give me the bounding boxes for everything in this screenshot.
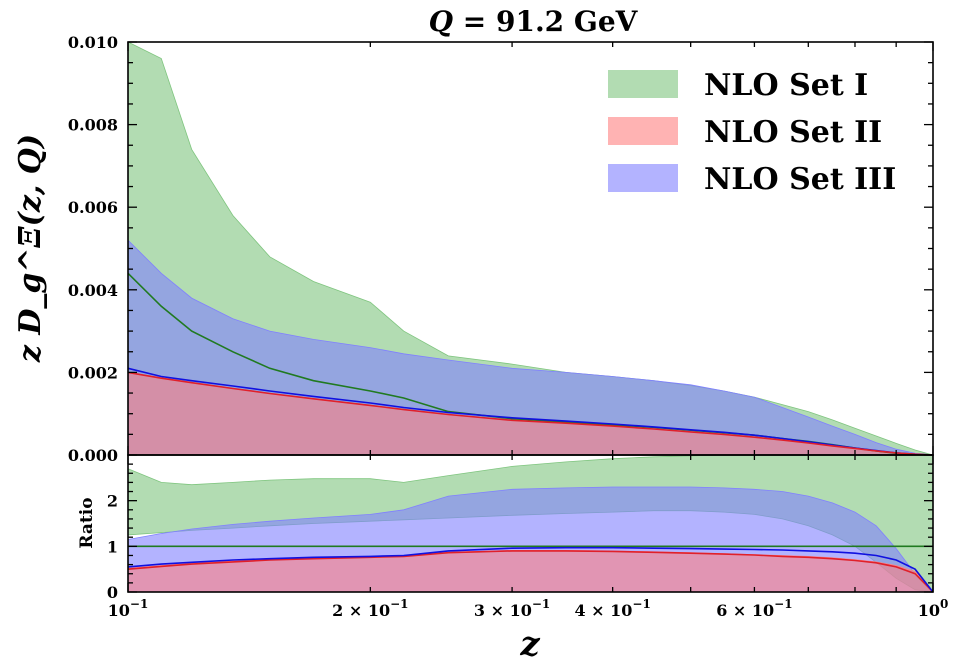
main-y-tick-label: 0.000 [68, 446, 118, 465]
ratio-central-line-set-3 [127, 546, 934, 593]
ratio-panel-central-lines [127, 545, 934, 593]
legend-swatch-set-3 [608, 164, 678, 192]
x-tick-label: 3 × 10−1 [474, 597, 550, 620]
main-y-tick-label: 0.004 [68, 281, 118, 300]
ratio-panel-frame [127, 454, 934, 593]
legend: NLO Set I NLO Set II NLO Set III [608, 68, 896, 197]
legend-label-set-3: NLO Set III [704, 162, 896, 197]
main-central-line-set-2 [127, 371, 934, 456]
x-tick-label: 10−1 [108, 597, 149, 620]
x-tick-label: 4 × 10−1 [574, 597, 650, 620]
x-axis-label: z [519, 624, 540, 664]
ratio-y-tick-label: 0 [107, 583, 118, 602]
main-y-tick-label: 0.002 [68, 363, 118, 382]
ratio-panel-bands [127, 454, 934, 593]
x-tick-label: 6 × 10−1 [716, 597, 792, 620]
ratio-central-line-set-2 [127, 550, 934, 593]
x-tick-label: 2 × 10−1 [332, 597, 408, 620]
chart-title-variable: Q [429, 5, 453, 38]
y-axis-label: z D_g^Ξ(z, Q) [13, 134, 48, 363]
main-y-tick-label: 0.006 [68, 198, 118, 217]
ratio-y-tick-label: 1 [107, 537, 118, 556]
chart-title-value: = 91.2 GeV [453, 5, 639, 38]
legend-label-set-2: NLO Set II [704, 115, 882, 150]
main-panel-central-lines [127, 272, 934, 456]
main-panel-bands [127, 41, 934, 456]
ratio-y-tick-label: 2 [107, 492, 118, 511]
main-y-tick-label: 0.008 [68, 116, 118, 135]
x-tick-label: 100 [918, 597, 949, 620]
legend-swatch-set-1 [608, 70, 678, 98]
main-y-tick-label: 0.010 [68, 33, 118, 52]
ratio-axis-label: Ratio [77, 497, 97, 548]
legend-label-set-1: NLO Set I [704, 68, 868, 103]
chart-title: Q = 91.2 GeV [429, 5, 639, 38]
tick-labels: 0.000 0.002 0.004 0.006 0.008 0.010 0 1 2 10−1 2 ×… [68, 33, 948, 620]
legend-swatch-set-2 [608, 117, 678, 145]
